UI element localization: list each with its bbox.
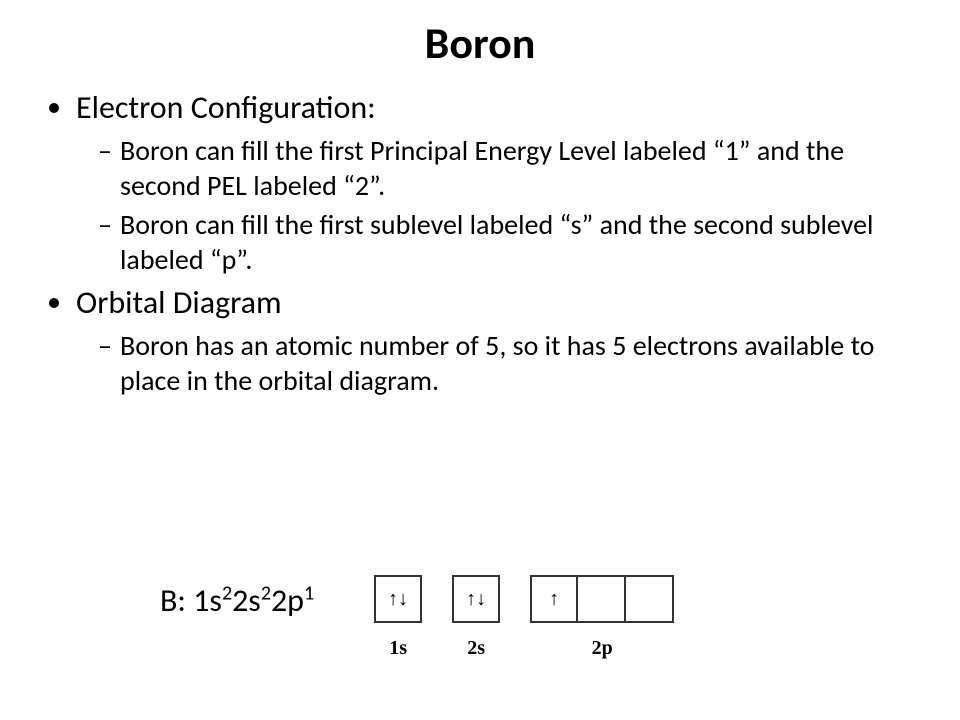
orbital-diagram: ↑↓ 1s ↑↓ 2s ↑ 2p: [374, 575, 674, 660]
orbital-group-1s: ↑↓ 1s: [374, 575, 422, 660]
slide: Boron Electron Configuration: Boron can …: [0, 0, 960, 720]
orbital-group-2s: ↑↓ 2s: [452, 575, 500, 660]
orbital-box: [626, 575, 674, 623]
bullet-list: Electron Configuration: Boron can fill t…: [48, 88, 920, 398]
config-part: 2s: [232, 581, 261, 620]
orbital-boxes: ↑↓: [452, 575, 500, 623]
sub-item: Boron can fill the first Principal Energ…: [98, 133, 920, 203]
orbital-group-2p: ↑ 2p: [530, 575, 674, 660]
electron-configuration: B: 1s22s22p1: [160, 575, 314, 620]
orbital-box: [578, 575, 626, 623]
orbital-boxes: ↑: [530, 575, 674, 623]
config-sup: 2: [222, 581, 232, 605]
orbital-box: ↑: [530, 575, 578, 623]
orbital-box: ↑↓: [452, 575, 500, 623]
bullet-electron-config: Electron Configuration: Boron can fill t…: [76, 88, 920, 277]
bottom-row: B: 1s22s22p1 ↑↓ 1s ↑↓ 2s ↑: [0, 575, 960, 660]
orbital-box: ↑↓: [374, 575, 422, 623]
orbital-label: 2p: [592, 637, 613, 660]
bullet-text: Orbital Diagram: [76, 283, 282, 322]
orbital-label: 1s: [389, 637, 407, 660]
sub-item: Boron can fill the first sublevel labele…: [98, 207, 920, 277]
config-sup: 1: [304, 581, 314, 605]
config-part: B: 1s: [160, 581, 222, 620]
orbital-boxes: ↑↓: [374, 575, 422, 623]
sub-list: Boron has an atomic number of 5, so it h…: [98, 328, 920, 398]
config-part: 2p: [271, 581, 304, 620]
sub-list: Boron can fill the first Principal Energ…: [98, 133, 920, 277]
sub-item: Boron has an atomic number of 5, so it h…: [98, 328, 920, 398]
bullet-orbital-diagram: Orbital Diagram Boron has an atomic numb…: [76, 283, 920, 398]
page-title: Boron: [40, 16, 920, 70]
config-sup: 2: [261, 581, 271, 605]
orbital-label: 2s: [467, 637, 485, 660]
bullet-text: Electron Configuration:: [76, 88, 376, 127]
